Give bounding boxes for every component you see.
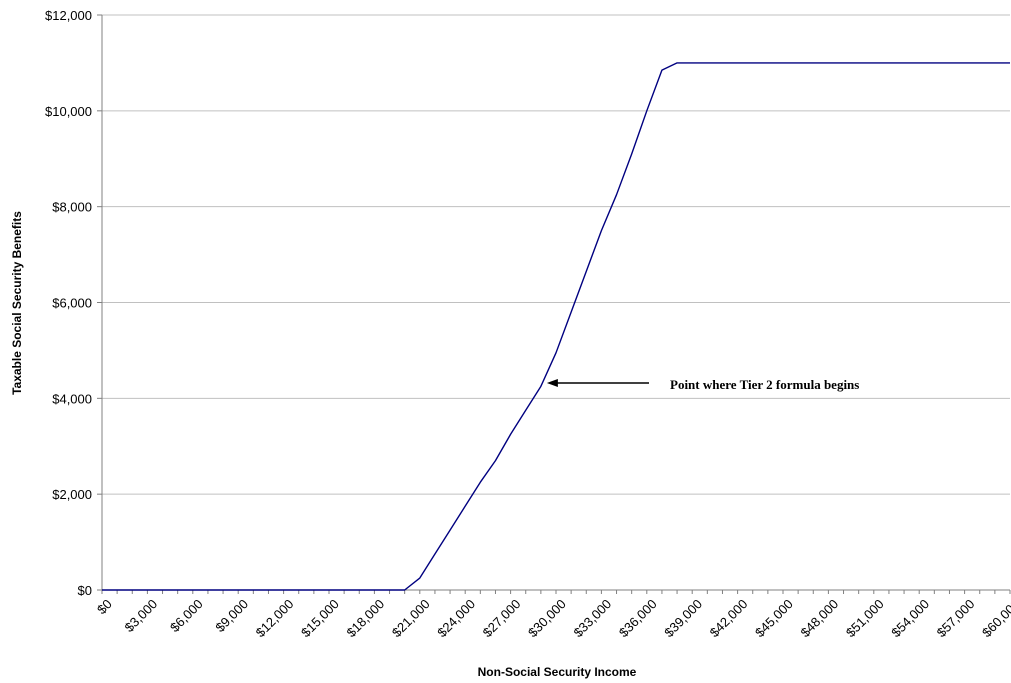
x-tick-label: $30,000 [525,596,569,640]
x-tick-label: $51,000 [843,596,887,640]
x-axis-title: Non-Social Security Income [478,665,637,679]
series-line [102,62,1010,591]
x-tick-labels: $0 $3,000 $6,000 $9,000 $12,000 $15,000 $18,00… [94,596,1011,640]
x-tick-label: $48,000 [797,596,841,640]
x-tick-label: $15,000 [298,596,342,640]
y-tick-label: $12,000 [45,8,92,23]
x-tick-label: $18,000 [343,596,387,640]
x-tick-label: $24,000 [434,596,478,640]
y-tick-label: $10,000 [45,104,92,119]
x-tick-label: $9,000 [212,596,251,635]
x-tick-label: $12,000 [253,596,297,640]
x-tick-label: $39,000 [661,596,705,640]
x-tick-label: $60,000 [979,596,1011,640]
gridlines [102,14,1010,495]
annotation: Point where Tier 2 formula begins [546,377,859,392]
annotation-text: Point where Tier 2 formula begins [670,377,859,392]
x-tick-label: $0 [94,596,115,617]
x-tick-label: $36,000 [616,596,660,640]
y-tick-label: $0 [78,583,92,598]
y-tick-label: $4,000 [52,391,92,406]
y-axis-title: Taxable Social Security Benefits [10,211,24,395]
y-tick-labels: $0 $2,000 $4,000 $6,000 $8,000 $10,000 $12,000 [45,8,92,598]
annotation-arrow-head [546,378,558,387]
axes [97,14,1011,594]
x-tick-label: $6,000 [167,596,206,635]
y-tick-label: $2,000 [52,487,92,502]
y-tick-label: $6,000 [52,296,92,311]
x-tick-label: $45,000 [752,596,796,640]
x-tick-label: $42,000 [707,596,751,640]
x-tick-label: $27,000 [480,596,524,640]
x-tick-label: $3,000 [122,596,161,635]
plot-series [102,62,1010,591]
x-tick-label: $54,000 [888,596,932,640]
x-tick-label: $57,000 [934,596,978,640]
x-tick-label: $21,000 [389,596,433,640]
x-tick-label: $33,000 [570,596,614,640]
y-tick-label: $8,000 [52,200,92,215]
